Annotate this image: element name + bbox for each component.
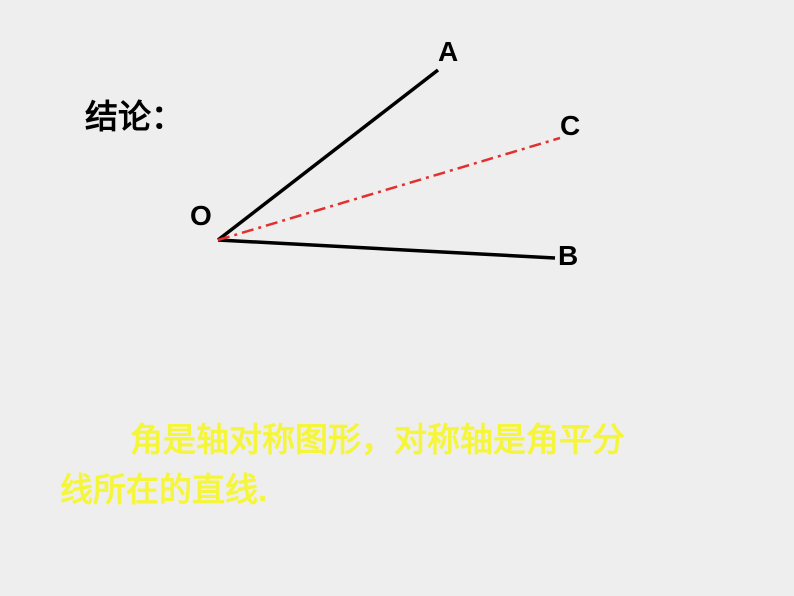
line-OC xyxy=(218,138,560,240)
label-B: B xyxy=(558,240,578,272)
label-O: O xyxy=(190,200,212,232)
line-OA xyxy=(218,70,438,240)
label-A: A xyxy=(438,36,458,68)
label-C: C xyxy=(560,110,580,142)
conclusion-line1: 角是轴对称图形，对称轴是角平分 xyxy=(130,421,625,458)
conclusion-line2: 线所在的直线. xyxy=(60,471,267,508)
line-OB xyxy=(218,240,555,258)
conclusion-text: 角是轴对称图形，对称轴是角平分 线所在的直线. xyxy=(60,415,760,514)
